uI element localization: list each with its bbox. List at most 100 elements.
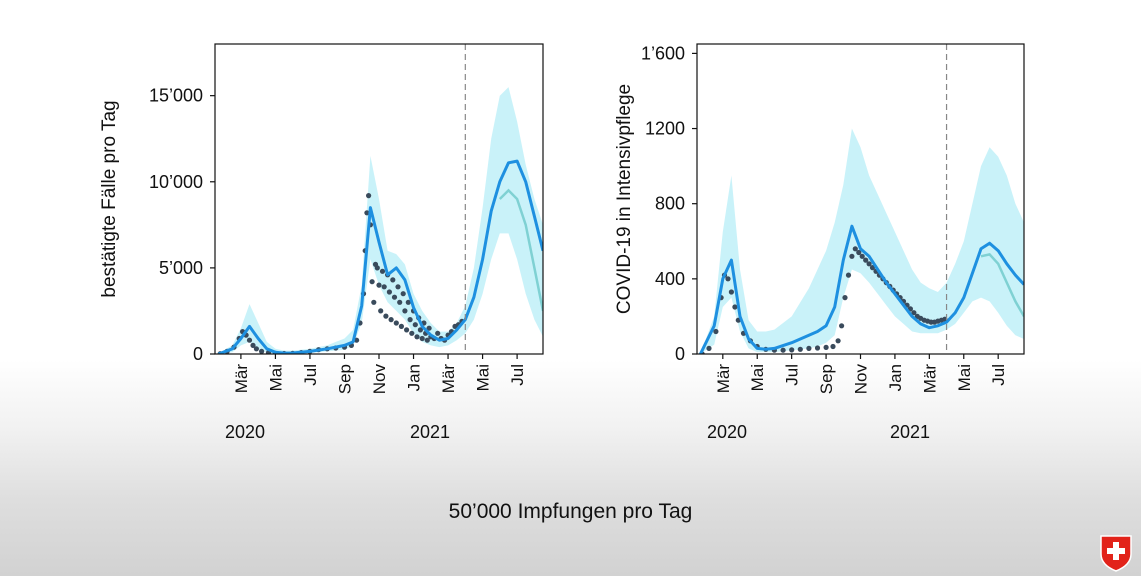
y-axis-label-icu: COVID-19 in Intensivpflege — [614, 84, 635, 314]
year-label: 2020 — [225, 422, 265, 442]
data-point — [780, 347, 786, 353]
data-point — [725, 276, 731, 282]
y-tick-label: 0 — [193, 344, 203, 364]
model-line — [699, 224, 1024, 354]
y-tick-label: 5’000 — [159, 258, 203, 278]
data-point — [823, 344, 829, 350]
data-point — [376, 282, 382, 288]
data-point — [402, 308, 408, 314]
uncertainty-band — [700, 128, 1024, 354]
data-point — [835, 338, 841, 344]
data-point — [814, 345, 821, 351]
data-point — [856, 249, 862, 256]
x-tick-label: Mai — [955, 364, 974, 391]
model-line — [217, 159, 543, 354]
data-point — [390, 277, 396, 283]
data-point — [393, 320, 399, 326]
x-tick-label: Sep — [335, 364, 354, 394]
data-point — [381, 284, 387, 290]
data-point — [732, 304, 738, 310]
data-point — [706, 345, 712, 351]
x-tick-label: Mai — [266, 364, 285, 391]
data-point — [398, 323, 404, 329]
x-tick-label: Jul — [989, 364, 1008, 386]
data-point — [366, 193, 372, 199]
data-point — [412, 322, 418, 328]
data-point — [404, 327, 410, 333]
year-label: 2020 — [707, 422, 747, 442]
y-tick-label: 400 — [655, 269, 685, 289]
data-point — [250, 342, 256, 348]
data-point — [426, 325, 432, 331]
data-point — [388, 317, 394, 323]
y-tick-label: 1’600 — [641, 43, 685, 63]
x-tick-label: Mär — [232, 364, 251, 394]
data-point — [397, 299, 403, 305]
data-point — [869, 265, 876, 271]
chart-icu: 0 400 800 1200 1’600 Mär Mai Jul Sep Nov Jan Mär Mai… — [614, 43, 1025, 442]
x-tick-label: Jul — [783, 364, 802, 386]
data-point — [407, 317, 413, 323]
x-tick-label: Jan — [886, 364, 905, 391]
y-tick-label: 800 — [655, 194, 685, 214]
data-point — [379, 268, 386, 274]
data-point — [374, 265, 380, 271]
data-point — [371, 299, 377, 305]
data-point — [246, 337, 253, 343]
data-point — [435, 330, 441, 336]
data-point — [866, 261, 872, 267]
data-point — [797, 346, 803, 352]
data-point — [364, 210, 370, 216]
x-tick-label: Mär — [439, 364, 458, 394]
data-point — [728, 289, 734, 295]
data-point — [806, 345, 812, 351]
data-point — [859, 253, 865, 259]
data-point — [419, 335, 425, 342]
swiss-cross-logo-icon — [1100, 535, 1132, 572]
data-point — [845, 272, 852, 278]
y-tick-label: 0 — [675, 344, 685, 364]
data-point — [842, 295, 848, 301]
data-point — [383, 313, 389, 319]
data-point — [863, 257, 869, 263]
data-point — [424, 337, 430, 343]
data-point — [259, 348, 265, 354]
x-tick-label: Mai — [474, 364, 493, 391]
data-point — [391, 294, 398, 300]
chart-confirmed-cases: 0 5’000 10’000 15’000 Mär Mai Jul Sep Nov Jan Mär M… — [99, 43, 544, 442]
data-point — [852, 246, 858, 252]
x-tick-label: Mär — [920, 364, 939, 394]
data-point — [369, 279, 375, 285]
x-tick-label: Jul — [508, 364, 527, 386]
plot-area-icu: 0 400 800 1200 1’600 Mär Mai Jul Sep Nov Jan Mär Mai… — [641, 43, 1025, 442]
data-point — [253, 346, 259, 352]
year-label: 2021 — [890, 422, 930, 442]
data-point — [386, 289, 392, 295]
y-tick-label: 15’000 — [149, 86, 203, 106]
y-axis-label-cases: bestätigte Fälle pro Tag — [99, 100, 120, 297]
x-tick-label: Jan — [405, 364, 424, 391]
data-point — [830, 343, 836, 350]
data-point — [849, 253, 855, 259]
data-point — [789, 347, 795, 353]
data-point — [378, 308, 384, 314]
year-label: 2021 — [410, 422, 450, 442]
data-point — [417, 327, 423, 333]
data-point — [713, 328, 719, 335]
projection-line — [980, 253, 1024, 318]
x-tick-label: Nov — [370, 364, 389, 395]
data-point — [414, 334, 420, 340]
x-tick-label: Sep — [817, 364, 836, 394]
x-tick-label: Nov — [852, 364, 871, 395]
x-tick-label: Mai — [748, 364, 767, 391]
data-point — [839, 323, 845, 329]
y-tick-label: 10’000 — [149, 172, 203, 192]
data-point — [395, 284, 401, 290]
plot-area-cases: 0 5’000 10’000 15’000 Mär Mai Jul Sep Nov Jan Mär M… — [149, 43, 544, 442]
projection-line — [498, 188, 543, 312]
data-point — [405, 299, 411, 305]
vaccination-rate-caption: 50’000 Impfungen pro Tag — [448, 500, 693, 523]
uncertainty-band — [218, 87, 543, 354]
data-point — [400, 291, 406, 297]
x-tick-label: Jul — [301, 364, 320, 386]
